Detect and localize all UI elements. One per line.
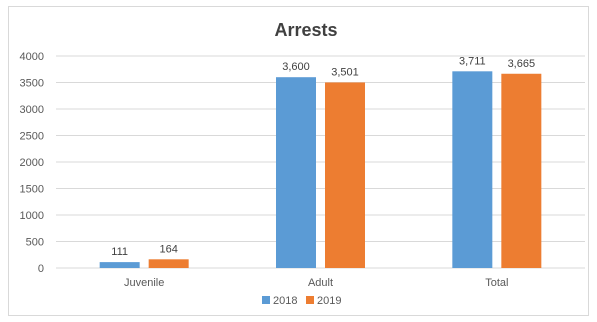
y-axis-ticks: 0 500 1000 1500 2000 2500 3000 3500 4000 xyxy=(20,51,44,275)
y-tick-label: 500 xyxy=(26,237,44,249)
bar-2018-total xyxy=(452,71,493,268)
bar-2019-adult xyxy=(325,82,365,269)
gridlines xyxy=(56,55,585,269)
bar-2018-juvenile xyxy=(99,262,140,268)
data-label: 164 xyxy=(159,243,177,255)
y-tick-label: 1000 xyxy=(20,210,44,222)
legend-label: 2019 xyxy=(317,295,341,307)
data-label: 3,665 xyxy=(508,58,536,70)
x-tick-label: Adult xyxy=(308,277,333,289)
bar-2019-total xyxy=(501,73,542,268)
x-axis-ticks: Juvenile Adult Total xyxy=(124,277,508,289)
y-tick-label: 1500 xyxy=(20,184,44,196)
data-label: 111 xyxy=(111,246,128,258)
legend-label: 2018 xyxy=(273,295,297,307)
legend-swatch-2019 xyxy=(306,296,314,304)
y-tick-label: 0 xyxy=(38,263,44,275)
data-label: 3,501 xyxy=(331,66,359,78)
data-label: 3,711 xyxy=(459,55,486,67)
bars xyxy=(99,71,542,269)
data-labels: 111 164 3,600 3,501 3,711 3,665 xyxy=(111,55,535,258)
y-tick-label: 3500 xyxy=(20,78,44,90)
y-tick-label: 4000 xyxy=(20,51,44,63)
y-tick-label: 2500 xyxy=(20,131,44,143)
x-tick-label: Juvenile xyxy=(124,277,164,289)
bar-2019-juvenile xyxy=(148,259,189,268)
legend: 2018 2019 xyxy=(262,295,341,307)
x-tick-label: Total xyxy=(485,277,508,289)
legend-swatch-2018 xyxy=(262,296,270,304)
y-tick-label: 3000 xyxy=(20,104,44,116)
data-label: 3,600 xyxy=(282,61,310,73)
chart-title: Arrests xyxy=(274,20,337,40)
bar-2018-adult xyxy=(276,77,316,268)
y-tick-label: 2000 xyxy=(20,157,44,169)
